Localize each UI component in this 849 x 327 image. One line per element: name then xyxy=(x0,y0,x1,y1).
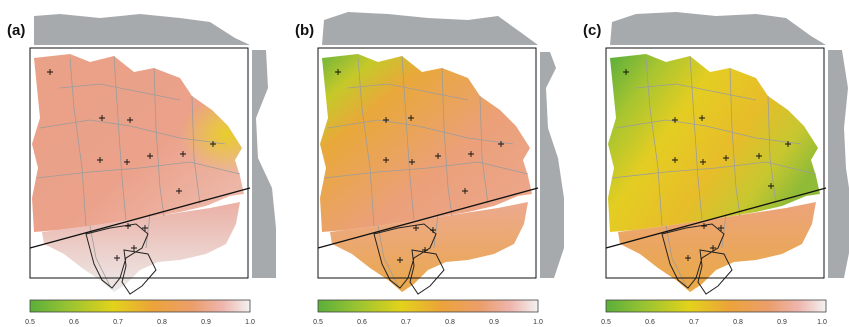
region-outline-c xyxy=(661,223,733,295)
map-frame-b xyxy=(317,47,537,279)
district-borders-c xyxy=(611,55,817,287)
map-panel-b xyxy=(317,12,564,295)
divider-line-b xyxy=(317,187,539,249)
region-outline-a xyxy=(85,223,157,295)
colorbar-c-tick: 0.6 xyxy=(645,319,655,326)
top-density-strip-a xyxy=(34,14,250,45)
map-panel-c xyxy=(605,12,849,295)
colorbar-a-tick: 0.6 xyxy=(69,319,79,326)
colorbar-c-tick: 0.9 xyxy=(777,319,787,326)
divider-line-c xyxy=(605,187,827,249)
right-density-strip-c xyxy=(828,50,849,278)
right-density-strip-a xyxy=(252,50,276,278)
colorbar-b-tick: 0.6 xyxy=(357,319,367,326)
survey-markers-c xyxy=(623,69,791,261)
right-density-strip-b xyxy=(540,52,564,278)
colorbar-a-tick: 0.7 xyxy=(113,319,123,326)
colorbar-b: 0.5 0.6 0.7 0.8 0.9 1.0 xyxy=(313,299,543,326)
top-density-strip-c xyxy=(610,12,826,45)
colorbar-c-tick: 1.0 xyxy=(817,319,827,326)
colorbar-a: 0.5 0.6 0.7 0.8 0.9 1.0 xyxy=(25,299,255,326)
colorbar-b-tick: 0.7 xyxy=(401,319,411,326)
colorbar-c-tick: 0.7 xyxy=(689,319,699,326)
colorbar-a-tick: 1.0 xyxy=(245,319,255,326)
top-density-strip-b xyxy=(322,12,538,45)
colorbar-c-tick: 0.5 xyxy=(601,319,611,326)
map-panel-a xyxy=(29,14,276,295)
colorbar-b-tick: 0.9 xyxy=(489,319,499,326)
colorbar-b-tick: 0.5 xyxy=(313,319,323,326)
district-borders-a xyxy=(35,55,241,287)
panel-label-c: (c) xyxy=(583,22,602,39)
colorbar-a-tick: 0.8 xyxy=(157,319,167,326)
colorbar-a-tick: 0.5 xyxy=(25,319,35,326)
map-frame-a xyxy=(29,47,249,279)
colorbar-b-tick: 0.8 xyxy=(445,319,455,326)
colorbar-c-tick: 0.8 xyxy=(733,319,743,326)
survey-markers-b xyxy=(335,69,504,263)
region-outline-b xyxy=(373,223,445,295)
divider-line-a xyxy=(29,187,251,249)
panel-label-a: (a) xyxy=(7,22,26,39)
colorbar-c: 0.5 0.6 0.7 0.8 0.9 1.0 xyxy=(601,299,827,326)
colorbar-b-tick: 1.0 xyxy=(533,319,543,326)
map-frame-c xyxy=(605,47,825,279)
colorbar-a-tick: 0.9 xyxy=(201,319,211,326)
survey-markers-a xyxy=(47,69,216,261)
district-borders-b xyxy=(323,55,529,287)
panel-label-b: (b) xyxy=(295,22,315,39)
